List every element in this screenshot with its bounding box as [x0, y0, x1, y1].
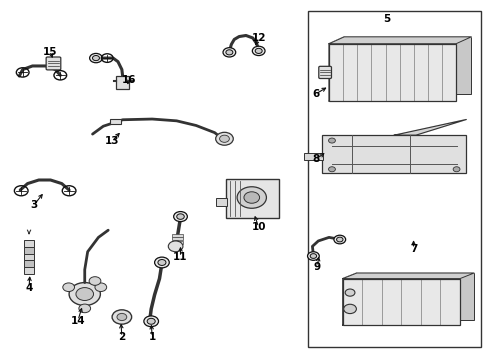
Polygon shape: [329, 37, 471, 44]
Bar: [226, 179, 279, 218]
Text: 14: 14: [71, 316, 85, 325]
Bar: [24, 260, 34, 267]
Bar: [322, 135, 466, 173]
Circle shape: [155, 257, 169, 268]
Circle shape: [220, 135, 229, 142]
Bar: [308, 12, 481, 347]
Circle shape: [112, 310, 132, 324]
Text: 11: 11: [173, 252, 188, 262]
Circle shape: [226, 50, 233, 55]
Text: 10: 10: [251, 222, 266, 232]
Circle shape: [79, 304, 91, 313]
Bar: [304, 153, 323, 160]
Text: 5: 5: [383, 14, 391, 24]
Circle shape: [310, 254, 317, 258]
Circle shape: [453, 167, 460, 172]
Polygon shape: [343, 273, 357, 325]
Circle shape: [173, 212, 187, 222]
Text: 16: 16: [122, 75, 136, 85]
Circle shape: [252, 46, 265, 55]
FancyBboxPatch shape: [46, 57, 61, 70]
Circle shape: [343, 304, 356, 314]
Text: 13: 13: [105, 136, 120, 146]
Circle shape: [147, 318, 155, 324]
Text: 1: 1: [148, 332, 156, 342]
Circle shape: [329, 138, 335, 143]
Text: 12: 12: [251, 33, 266, 43]
Bar: [344, 37, 471, 94]
Bar: [24, 247, 34, 254]
Circle shape: [334, 235, 345, 244]
Circle shape: [69, 283, 100, 306]
Circle shape: [89, 277, 101, 285]
Circle shape: [329, 167, 335, 172]
Bar: [172, 241, 183, 244]
Circle shape: [255, 48, 262, 54]
Text: 4: 4: [25, 283, 33, 293]
Text: 6: 6: [312, 89, 319, 99]
Text: 9: 9: [314, 262, 321, 272]
Bar: [172, 234, 183, 237]
Circle shape: [93, 55, 99, 60]
Circle shape: [76, 288, 94, 301]
Circle shape: [216, 132, 233, 145]
Circle shape: [90, 53, 102, 63]
Polygon shape: [394, 120, 466, 135]
Bar: [24, 266, 34, 274]
Text: 8: 8: [312, 154, 319, 164]
Circle shape: [177, 214, 184, 219]
Circle shape: [308, 252, 319, 260]
Bar: [110, 119, 121, 125]
Polygon shape: [329, 37, 344, 101]
Circle shape: [237, 187, 267, 208]
Circle shape: [345, 289, 355, 296]
Bar: [357, 273, 474, 320]
Text: 15: 15: [43, 46, 58, 57]
Bar: [24, 240, 34, 247]
Bar: [329, 44, 456, 101]
Circle shape: [117, 314, 127, 320]
Bar: [117, 76, 129, 89]
Bar: [24, 253, 34, 260]
Text: 3: 3: [30, 200, 38, 210]
Circle shape: [223, 48, 236, 57]
Circle shape: [95, 283, 107, 292]
Text: 7: 7: [410, 244, 417, 254]
Polygon shape: [343, 273, 474, 279]
Circle shape: [63, 283, 74, 292]
Bar: [172, 237, 183, 240]
Text: 2: 2: [118, 332, 125, 342]
FancyBboxPatch shape: [319, 66, 331, 78]
Circle shape: [158, 260, 166, 265]
Circle shape: [168, 241, 183, 252]
Circle shape: [144, 316, 159, 327]
Circle shape: [337, 237, 343, 242]
Bar: [216, 198, 227, 206]
Bar: [343, 279, 460, 325]
Circle shape: [244, 192, 260, 203]
